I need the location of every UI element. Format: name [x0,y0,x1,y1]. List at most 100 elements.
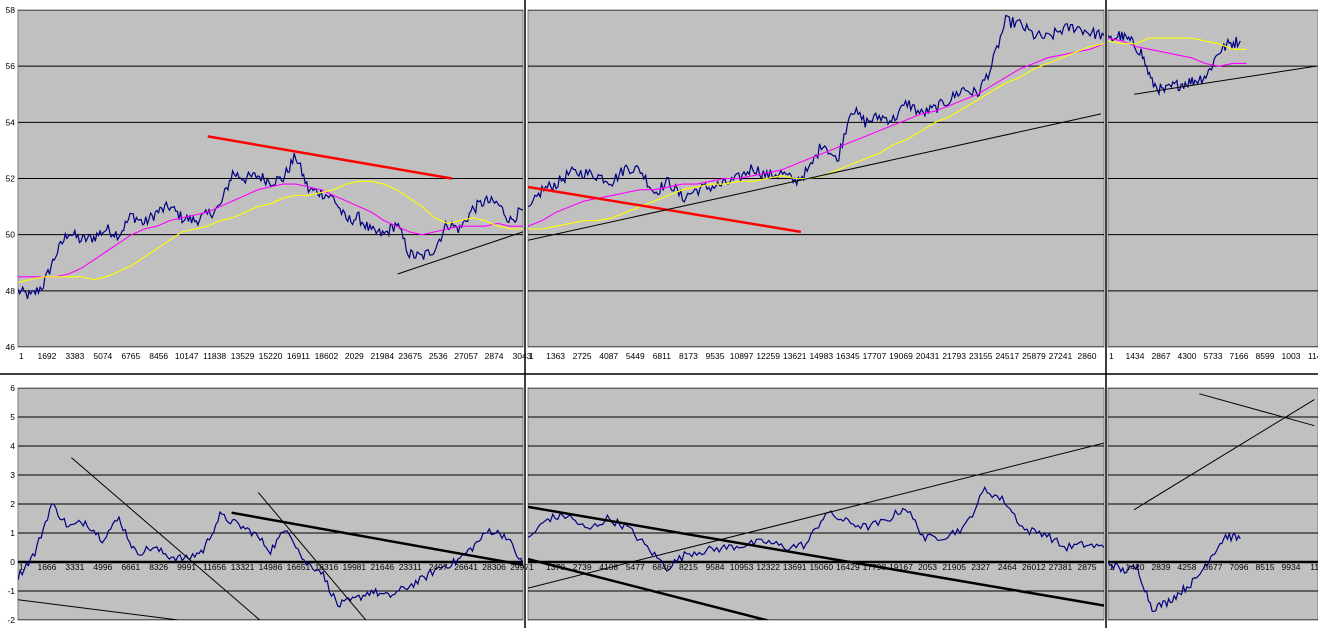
trendline-black-3 [18,599,179,620]
series-ma_fast [1108,37,1247,67]
series-price [1108,31,1241,97]
x-tick-label: 2053 [918,562,937,572]
x-tick-label: 21646 [370,562,394,572]
trendline-black-1 [528,557,771,620]
x-tick-label: 23675 [398,351,422,361]
x-tick-label: 9535 [706,351,725,361]
x-tick-label: 4300 [1178,351,1197,361]
x-tick-label: 11838 [203,351,226,361]
plot-content [528,10,1104,347]
plot-content [1108,10,1318,347]
x-tick-label: 4087 [599,351,618,361]
series-price [528,486,1104,572]
x-tick-label: 27381 [1049,562,1073,572]
x-tick-label: 5449 [626,351,645,361]
x-tick-label: 1 [1109,562,1114,572]
x-tick-label: 2029 [345,351,364,361]
x-tick-label: 4996 [93,562,112,572]
x-tick-label: 17707 [863,351,887,361]
trendline-black-0 [231,511,523,567]
x-tick-label: 18316 [315,562,339,572]
x-tick-label: 1 [529,562,534,572]
x-tick-label: 6661 [121,562,140,572]
x-tick-label: 13621 [783,351,807,361]
x-tick-label: 1003 [1282,351,1301,361]
x-tick-label: 20431 [916,351,940,361]
y-tick-label: 58 [6,5,16,15]
x-tick-label: 10147 [175,351,199,361]
x-tick-label: 8173 [679,351,698,361]
x-tick-label: 8326 [149,562,168,572]
x-tick-label: 3331 [65,562,84,572]
x-tick-label: 14983 [809,351,833,361]
x-tick-label: 19069 [889,351,913,361]
x-tick-label: 15060 [809,562,833,572]
x-tick-label: 113 [1310,562,1318,572]
plot-content [1108,388,1318,620]
x-tick-label: 1 [19,351,24,361]
x-tick-label: 1363 [546,351,565,361]
x-tick-label: 29971 [510,562,534,572]
y-tick-label: 46 [6,342,16,352]
x-tick-label: 14986 [259,562,283,572]
x-tick-label: 1 [529,351,534,361]
x-tick-label: 24517 [995,351,1019,361]
x-tick-label: 19981 [343,562,367,572]
x-tick-label: 18602 [315,351,339,361]
x-tick-label: 11656 [203,562,226,572]
x-tick-label: 13321 [231,562,255,572]
trendline-red-0 [207,135,452,180]
y-tick-label: 6 [10,383,15,393]
plot-content [18,388,523,620]
x-tick-label: 16345 [836,351,860,361]
y-tick-label: -2 [7,615,15,625]
x-tick-label: 3043 [513,351,532,361]
x-tick-label: 12259 [756,351,780,361]
trendline-black-1 [397,231,523,275]
y-tick-label: 50 [6,230,16,240]
x-tick-label: 6846 [652,562,671,572]
trendline-black-2 [528,442,1104,589]
x-tick-label: 4258 [1178,562,1197,572]
chart-pane-bottom-right: 1 1420 2839 4258 5677 7096 8515 9934 113 [1107,387,1318,621]
x-tick-label: 2875 [1078,562,1097,572]
x-tick-label: 1666 [37,562,56,572]
x-tick-label: 23311 [399,562,422,572]
trendline-black-1 [71,457,261,620]
x-tick-label: 9934 [1282,562,1301,572]
x-tick-label: 21984 [370,351,394,361]
x-tick-label: 5677 [1204,562,1223,572]
x-tick-label: 8456 [149,351,168,361]
series-ma_slow [1108,37,1247,50]
x-tick-label: 7096 [1230,562,1249,572]
trendline-red-0 [528,185,802,234]
chart-pane-bottom-middle: 1 1370 2739 4108 5477 6846 8215 9584 10953 12322 1… [527,387,1105,621]
trendline-black-0 [528,505,1104,607]
chart-pane-top-right: 1 1434 2867 4300 5733 7166 8599 1003 1140 [1107,9,1318,361]
y-tick-label: 48 [6,286,16,296]
x-tick-label: 7166 [1230,351,1249,361]
x-tick-label: 6765 [121,351,140,361]
x-tick-label: 27057 [454,351,478,361]
x-tick-label: 21905 [942,562,966,572]
x-tick-label: 19167 [889,562,913,572]
x-tick-label: 6811 [653,351,672,361]
x-tick-label: 9991 [177,562,196,572]
x-tick-label: 2725 [573,351,592,361]
x-tick-label: 1370 [546,562,565,572]
x-tick-label: 25879 [1022,351,1046,361]
x-tick-label: 1420 [1126,562,1145,572]
plot-content [528,388,1104,620]
x-tick-label: 1692 [37,351,56,361]
trendline-black-0 [1133,399,1315,511]
y-tick-label: 52 [6,174,16,184]
x-tick-label: 21793 [942,351,966,361]
y-tick-label: 54 [6,117,16,127]
x-tick-label: 13691 [783,562,807,572]
x-tick-label: 2327 [971,562,990,572]
trendline-black-1 [528,113,1102,241]
series-price [528,14,1104,208]
series-price [1108,531,1241,613]
x-tick-label: 10953 [730,562,754,572]
